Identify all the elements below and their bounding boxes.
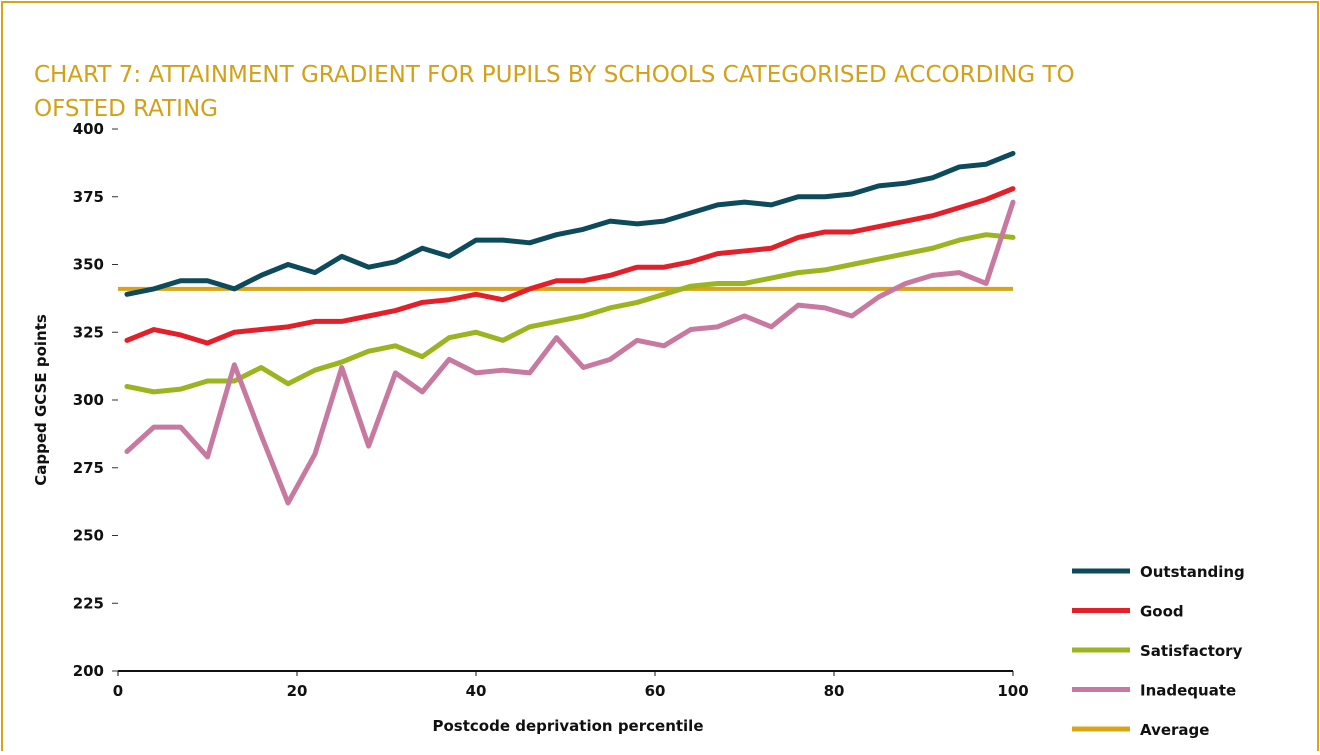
legend-label: Inadequate	[1140, 682, 1236, 700]
title-box: CHART 7: ATTAINMENT GRADIENT FOR PUPILS …	[34, 62, 1075, 122]
y-tick-label: 375	[73, 188, 104, 206]
x-tick-label: 0	[113, 682, 123, 700]
y-tick-label: 200	[73, 662, 104, 680]
line-series	[124, 232, 1016, 395]
x-axis-title: Postcode deprivation percentile	[432, 717, 703, 735]
y-axis-title: Capped GCSE points	[32, 314, 50, 486]
x-tick-label: 80	[824, 682, 845, 700]
line-series	[124, 150, 1016, 297]
x-tick-label: 100	[997, 682, 1028, 700]
y-tick-label: 250	[73, 527, 104, 545]
y-tick-label: 275	[73, 459, 104, 477]
chart-title: CHART 7: ATTAINMENT GRADIENT FOR PUPILS …	[34, 62, 1075, 122]
legend-label: Outstanding	[1140, 563, 1245, 581]
x-tick-label: 40	[466, 682, 487, 700]
line-series	[124, 199, 1016, 506]
legend-label: Average	[1140, 721, 1209, 739]
line-series	[124, 186, 1016, 346]
y-tick-label: 325	[73, 323, 104, 341]
y-tick-label: 350	[73, 256, 104, 274]
legend-label: Satisfactory	[1140, 642, 1243, 660]
y-tick-label: 225	[73, 594, 104, 612]
y-tick-label: 400	[73, 120, 104, 138]
legend-label: Good	[1140, 603, 1184, 621]
x-tick-label: 60	[645, 682, 666, 700]
y-tick-label: 300	[73, 391, 104, 409]
x-tick-label: 20	[287, 682, 308, 700]
